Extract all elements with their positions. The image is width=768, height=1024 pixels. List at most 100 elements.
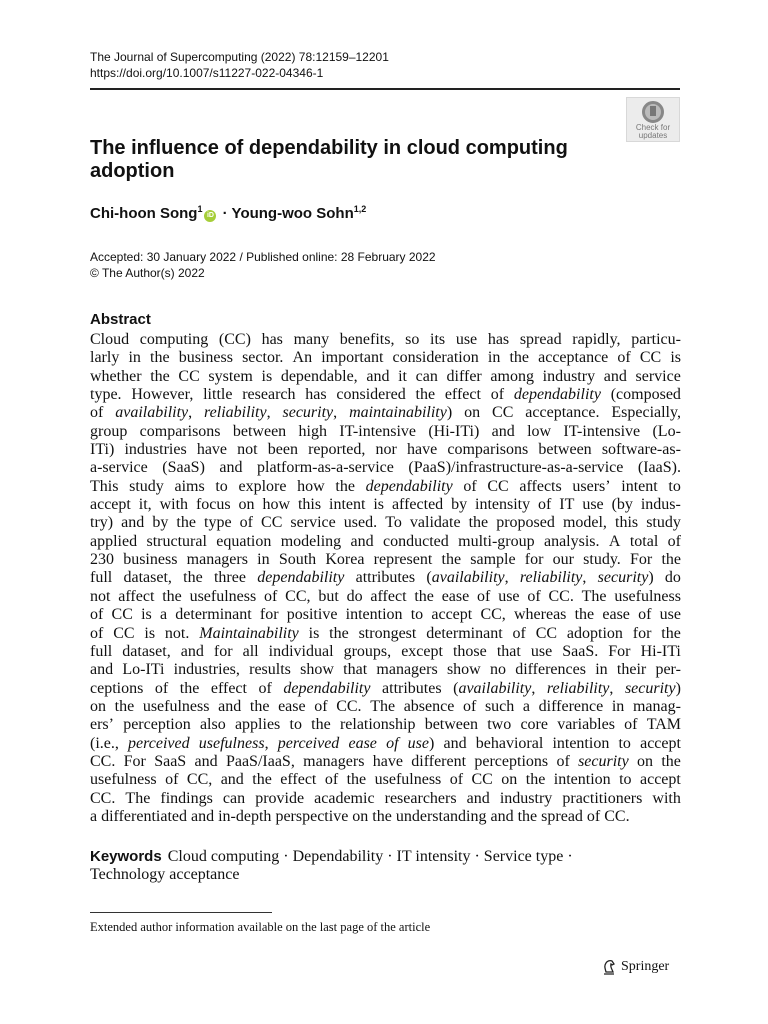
abstract-word: reliability, bbox=[204, 404, 271, 422]
abstract-word: to bbox=[619, 771, 632, 789]
abstract-word: provide bbox=[255, 789, 305, 807]
abstract-word: not bbox=[90, 587, 111, 605]
abstract-word: equation bbox=[216, 532, 272, 550]
abstract-line: ceptions of the effect of dependability attrib… bbox=[90, 680, 681, 698]
abstract-word: CC. bbox=[90, 752, 116, 770]
abstract-word: to bbox=[215, 477, 228, 495]
abstract-word: understanding bbox=[395, 807, 487, 825]
abstract-word: use bbox=[582, 496, 604, 514]
abstract-word: adoption bbox=[566, 624, 623, 642]
abstract-word: security, bbox=[282, 404, 338, 422]
abstract-word: two bbox=[487, 716, 512, 734]
abstract-word: has bbox=[261, 331, 283, 348]
abstract-word: of bbox=[258, 679, 272, 697]
abstract-word: the bbox=[114, 697, 135, 715]
abstract-word: A bbox=[608, 532, 621, 550]
abstract-word: acceptance bbox=[538, 349, 609, 367]
abstract-word: a-service bbox=[90, 459, 148, 477]
abstract-word: show bbox=[300, 661, 334, 679]
abstract-word: the bbox=[441, 551, 462, 569]
abstract-word: structural bbox=[146, 532, 207, 550]
abstract-line: a differentiated and in-depth perspective on t… bbox=[90, 808, 681, 826]
abstract-word: use bbox=[498, 587, 520, 605]
abstract-line: ITi) industries have not been reported, nor hav… bbox=[90, 441, 681, 459]
abstract-word: dataset, bbox=[122, 642, 171, 660]
abstract-word: is bbox=[261, 367, 273, 385]
abstract-word: in bbox=[487, 349, 501, 367]
abstract-word: of bbox=[154, 679, 169, 697]
keywords-heading: Keywords bbox=[90, 848, 162, 865]
abstract-word: perspective bbox=[275, 807, 349, 825]
abstract-line: CC. The findings can provide academic research… bbox=[90, 790, 681, 808]
check-for-updates-badge[interactable]: Check for updates bbox=[626, 97, 680, 142]
abstract-word: used. bbox=[343, 514, 378, 532]
abstract-word: of bbox=[90, 404, 104, 422]
publisher-name: Springer bbox=[621, 959, 670, 974]
abstract-word: Korea bbox=[325, 551, 365, 569]
abstract-word: of bbox=[324, 771, 339, 789]
abstract-word: the bbox=[574, 606, 595, 624]
abstract-word: the bbox=[150, 349, 170, 367]
abstract-word: industry bbox=[542, 367, 596, 385]
abstract-line: full dataset, the three dependability attribu… bbox=[90, 569, 681, 587]
abstract-word: perceptions bbox=[474, 752, 549, 770]
abstract-word: analysis. bbox=[543, 532, 600, 550]
abstract-word: accept bbox=[90, 496, 131, 514]
abstract-word: of bbox=[638, 606, 652, 624]
abstract-word: important bbox=[321, 349, 384, 367]
abstract-word: is bbox=[141, 606, 152, 624]
abstract-word: the bbox=[525, 771, 546, 789]
journal-citation: The Journal of Supercomputing (2022) 78:… bbox=[90, 50, 389, 64]
abstract-word: their bbox=[616, 661, 647, 679]
abstract-word: with bbox=[159, 496, 189, 514]
abstract-word: Especially, bbox=[611, 404, 681, 422]
abstract-word: show bbox=[446, 661, 481, 679]
abstract-word: (Hi-ITi) bbox=[428, 422, 480, 440]
abstract-word: and bbox=[366, 367, 390, 385]
abstract-word: (availability, bbox=[453, 679, 536, 697]
doi-link[interactable]: https://doi.org/10.1007/s11227-022-04346… bbox=[90, 66, 324, 80]
abstract-word: industries, bbox=[173, 661, 240, 679]
abstract-word: the bbox=[661, 624, 681, 642]
abstract-word: of bbox=[477, 587, 491, 605]
abstract-word: the bbox=[509, 349, 529, 367]
abstract-word: its bbox=[430, 331, 446, 348]
abstract-word: study. bbox=[583, 551, 621, 569]
abstract-line: of availability, reliability, security, main… bbox=[90, 404, 681, 422]
abstract-word: three bbox=[213, 569, 246, 587]
abstract-word: this bbox=[615, 514, 639, 532]
abstract-word: a bbox=[90, 807, 98, 825]
abstract-body: Cloud computing (CC) has many benefits, so its u… bbox=[90, 331, 681, 826]
author-name[interactable]: Young-woo Sohn bbox=[231, 205, 354, 222]
abstract-word: how bbox=[262, 496, 291, 514]
abstract-word: platform-as-a-service bbox=[257, 459, 394, 477]
abstract-word: in-depth bbox=[218, 807, 272, 825]
abstract-word: study bbox=[646, 514, 681, 532]
abstract-word: the bbox=[311, 716, 331, 734]
author-name[interactable]: Chi-hoon Song bbox=[90, 205, 198, 222]
abstract-word: the bbox=[335, 477, 355, 495]
abstract-word: can bbox=[222, 789, 246, 807]
abstract-word: is bbox=[670, 349, 681, 367]
abstract-word: manag- bbox=[632, 697, 681, 715]
abstract-word: managers bbox=[376, 661, 438, 679]
abstract-word: and bbox=[90, 661, 114, 679]
abstract-word: modeling bbox=[280, 532, 342, 550]
orcid-icon[interactable]: iD bbox=[204, 210, 217, 222]
abstract-word: use bbox=[530, 642, 553, 660]
abstract-word: have bbox=[372, 752, 403, 770]
abstract-word: accept bbox=[431, 606, 473, 624]
abstract-word: proposed bbox=[496, 514, 555, 532]
abstract-word: SaaS bbox=[154, 752, 187, 770]
abstract-word: (availability, bbox=[426, 569, 509, 587]
abstract-word: absence bbox=[403, 697, 455, 715]
footnote-divider bbox=[90, 912, 272, 913]
abstract-word: of bbox=[239, 514, 253, 532]
abstract-word: perceived bbox=[277, 734, 340, 752]
abstract-word: For bbox=[630, 551, 653, 569]
keywords-list: Technology acceptance bbox=[90, 866, 240, 883]
abstract-word: the bbox=[415, 386, 436, 404]
abstract-word: An bbox=[292, 349, 313, 367]
abstract-word: the bbox=[162, 587, 182, 605]
abstract-line: and Lo-ITi industries, results show that manag… bbox=[90, 661, 681, 679]
